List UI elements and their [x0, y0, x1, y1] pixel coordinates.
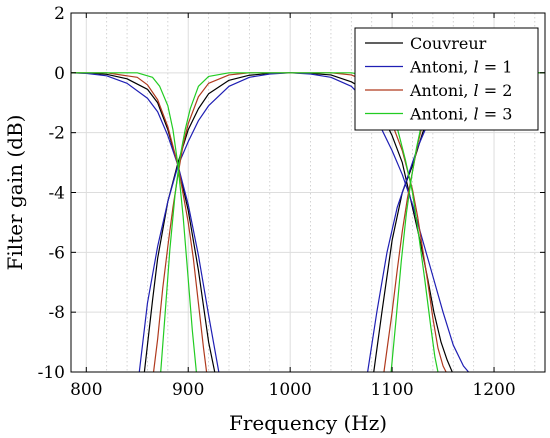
y-tick-label: -2 [48, 124, 65, 144]
series-line [71, 72, 197, 372]
legend-entry-label: Antoni, l = 2 [409, 81, 512, 100]
y-axis-label: Filter gain (dB) [3, 115, 27, 271]
x-tick-label: 1000 [269, 380, 312, 400]
x-axis-label: Frequency (Hz) [229, 411, 387, 435]
y-tick-label: -8 [48, 303, 65, 323]
legend-entry-label: Couvreur [410, 34, 487, 53]
y-axis-ticks: 2 0 -2 -4 -6 -8 -10 [38, 4, 545, 383]
x-tick-label: 1200 [472, 380, 515, 400]
series-line [71, 72, 220, 372]
legend-entry-label: Antoni, l = 1 [409, 58, 512, 77]
y-tick-label: -10 [38, 363, 65, 383]
series-line [71, 72, 208, 372]
x-tick-label: 800 [70, 380, 102, 400]
series-line [411, 207, 453, 372]
legend-entry-label: Antoni, l = 3 [409, 105, 512, 124]
x-tick-label: 900 [172, 380, 204, 400]
y-tick-label: 2 [54, 4, 65, 24]
y-tick-label: -4 [48, 184, 65, 204]
series-line [160, 72, 439, 372]
y-tick-label: -6 [48, 243, 65, 263]
legend: Couvreur Antoni, l = 1 Antoni, l = 2 Antoni… [354, 27, 539, 131]
x-axis-ticks: 800 900 1000 1100 1200 [70, 13, 516, 400]
series-line [71, 72, 216, 372]
x-tick-label: 1100 [370, 380, 413, 400]
y-tick-label: 0 [54, 64, 65, 84]
